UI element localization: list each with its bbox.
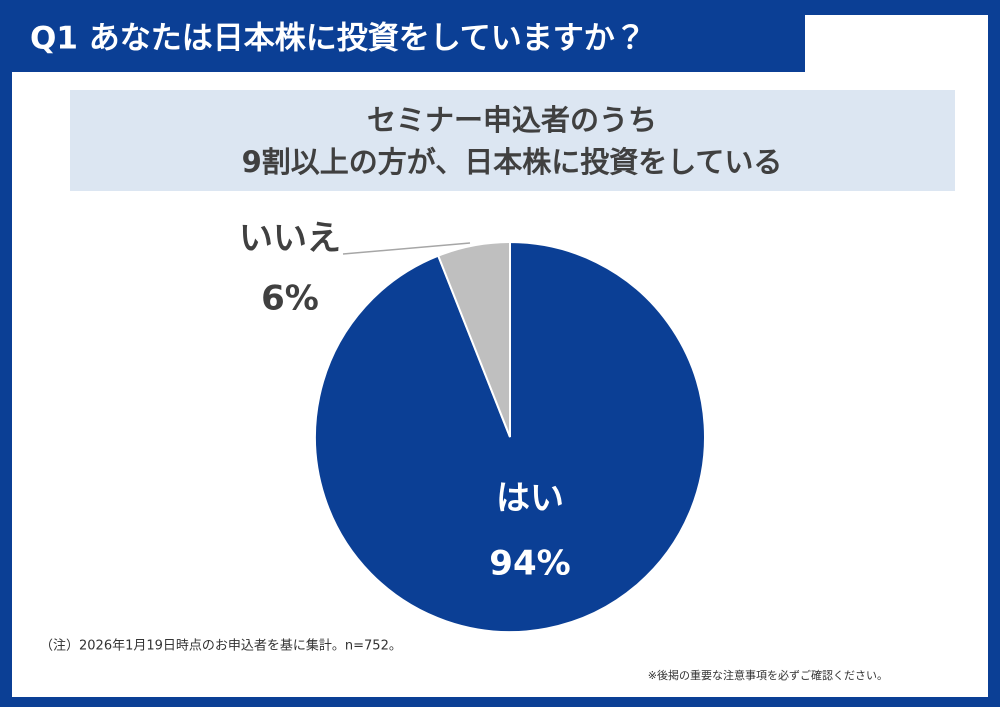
note: （注）2026年1月19日時点のお申込者を基に集計。n=752。 bbox=[40, 638, 402, 654]
value-label: 6% bbox=[261, 279, 319, 319]
disclaimer: ※後掲の重要な注意事項を必ずご確認ください。 bbox=[648, 668, 888, 682]
slide-body-top bbox=[805, 15, 988, 75]
leader-line bbox=[342, 242, 471, 255]
value-label: 94% bbox=[489, 544, 570, 584]
pie-slice bbox=[436, 240, 511, 438]
subtitle: セミナー申込者のうち bbox=[367, 103, 657, 137]
subtitle-box bbox=[70, 90, 955, 191]
category-label: いいえ bbox=[239, 219, 341, 259]
slide-title: Q1 あなたは日本株に投資をしていますか？ bbox=[30, 21, 646, 57]
pie bbox=[314, 240, 706, 633]
subtitle: 9割以上の方が、日本株に投資をしている bbox=[242, 145, 783, 179]
category-label: はい bbox=[496, 479, 564, 519]
